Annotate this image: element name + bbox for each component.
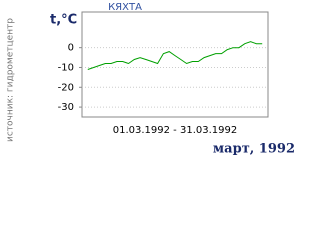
y-label: t,°C [50,13,77,28]
y-tick-label: 0 [68,43,74,54]
chart: КЯХТА t,°C источник: гидрометцентр 01.03… [6,2,296,157]
y-tick-label: -30 [58,102,74,113]
plot-frame [81,11,269,118]
y-tick-label: -20 [58,82,74,93]
y-tick-label: -10 [58,62,74,73]
source: источник: гидрометцентр [6,18,16,142]
x-label: 01.03.1992 - 31.03.1992 [113,125,237,136]
data-line [87,41,263,70]
caption: март, 1992 [213,142,295,157]
chart-title: КЯХТА [108,2,142,13]
